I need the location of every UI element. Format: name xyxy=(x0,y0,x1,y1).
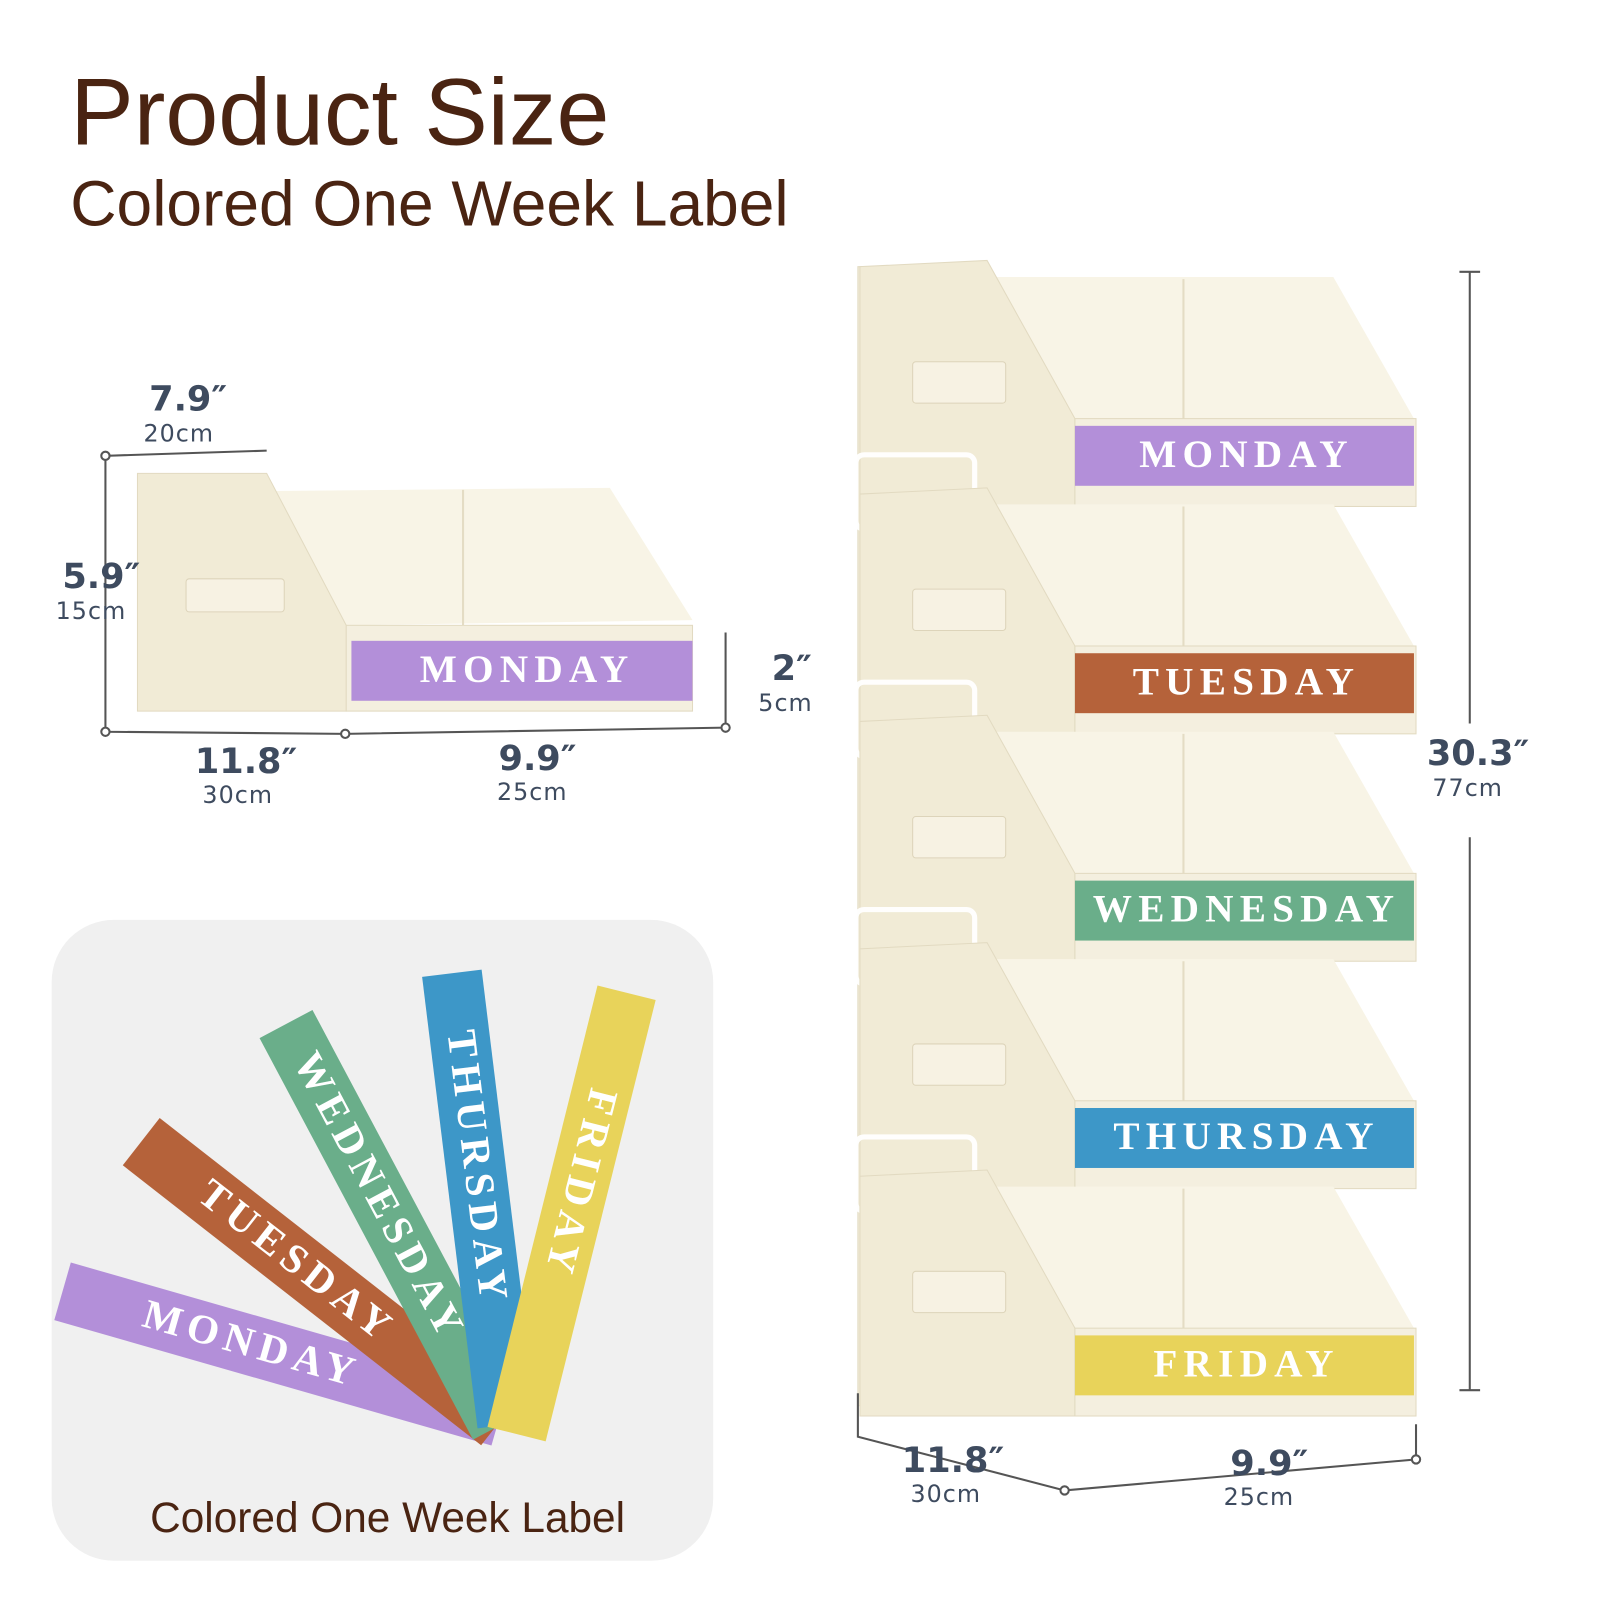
stack-bin: WEDNESDAY xyxy=(853,714,1417,987)
handle xyxy=(912,816,1007,859)
strip xyxy=(54,1262,508,1446)
dimension-dot xyxy=(100,450,111,461)
dimension-inch: 9.9″ xyxy=(499,738,577,779)
title: Product Size xyxy=(70,60,609,166)
single-bin: MONDAY xyxy=(136,472,694,712)
dimension-cm: 77cm xyxy=(1432,774,1503,802)
handle xyxy=(185,578,285,613)
bin-interior xyxy=(992,959,1414,1101)
bin-interior xyxy=(992,1186,1414,1329)
label-strip xyxy=(1074,880,1414,941)
subtitle: Colored One Week Label xyxy=(70,167,788,239)
dimension-dot xyxy=(1410,1454,1422,1465)
dimension-inch: 7.9″ xyxy=(149,378,227,419)
handle xyxy=(912,361,1007,404)
handle xyxy=(912,1043,1007,1086)
dimension-cm: 25cm xyxy=(1224,1483,1295,1511)
dimension-dot xyxy=(1059,1485,1070,1496)
dimension-cm: 15cm xyxy=(56,597,127,625)
card-caption: Colored One Week Label xyxy=(150,1494,625,1541)
stack-bin: TUESDAY xyxy=(853,487,1417,760)
stack-dimensions: 30.3″ 77cm 11.8″ 30cm 9.9″ 25cm xyxy=(856,270,1529,1511)
dimension-cm: 25cm xyxy=(497,778,568,806)
dimension-dot xyxy=(100,726,111,737)
dimension-cm: 20cm xyxy=(144,419,215,447)
stack-bin: FRIDAY xyxy=(859,1169,1417,1417)
bin-interior xyxy=(992,731,1414,874)
dimension-inch: 9.9″ xyxy=(1230,1443,1308,1484)
label-strip xyxy=(1074,1335,1414,1396)
strip xyxy=(487,985,656,1442)
handle xyxy=(912,1270,1007,1314)
dimension-cm: 30cm xyxy=(202,781,273,809)
bin-label: MONDAY xyxy=(420,648,635,691)
stack-bin: MONDAY xyxy=(853,259,1417,532)
dimension-inch: 30.3″ xyxy=(1427,733,1529,774)
bin-label: WEDNESDAY xyxy=(1093,888,1400,931)
bin-label: THURSDAY xyxy=(1113,1115,1379,1158)
label-strip xyxy=(1074,1108,1414,1168)
label-strip xyxy=(1074,425,1414,486)
label-strip xyxy=(351,640,693,701)
bin-interior xyxy=(273,487,693,626)
handle xyxy=(912,588,1007,632)
bin-label: FRIDAY xyxy=(1153,1342,1339,1385)
dimension-dot xyxy=(720,722,731,733)
single-bin-dimensions: 7.9″ 20cm 5.9″ 15cm 11.8″ 30cm 9.9″ 25cm… xyxy=(56,378,812,809)
dimension-inch: 5.9″ xyxy=(62,556,140,597)
dimension-cm: 30cm xyxy=(910,1480,981,1508)
strip xyxy=(122,1118,519,1446)
dimension-inch: 11.8″ xyxy=(902,1440,1004,1481)
dimension-dot xyxy=(340,728,351,740)
label-strip xyxy=(1074,653,1414,714)
dimension-cm: 5cm xyxy=(758,689,812,717)
dimension-inch: 11.8″ xyxy=(195,741,297,782)
dimension-inch: 2″ xyxy=(772,648,812,689)
strip xyxy=(259,1009,526,1440)
bin-interior xyxy=(992,504,1414,646)
strip xyxy=(422,969,538,1429)
bin-interior xyxy=(992,277,1414,419)
stack-bin: THURSDAY xyxy=(853,942,1417,1214)
stack: MONDAY TUESDAY WEDNESDAY THURSDAY FRIDAY xyxy=(853,259,1417,1417)
bin-label: MONDAY xyxy=(1139,433,1354,476)
bin-label: TUESDAY xyxy=(1133,660,1360,703)
